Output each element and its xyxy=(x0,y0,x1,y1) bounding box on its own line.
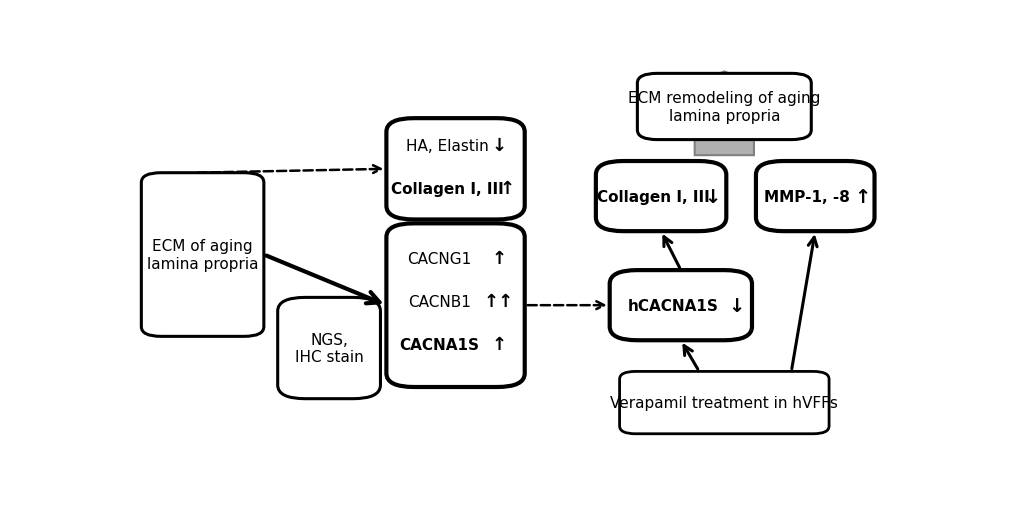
Text: ↑: ↑ xyxy=(499,180,514,198)
Text: Verapamil treatment in hVFFs: Verapamil treatment in hVFFs xyxy=(609,395,838,410)
FancyBboxPatch shape xyxy=(277,298,380,399)
FancyBboxPatch shape xyxy=(637,74,810,140)
Text: ↑: ↑ xyxy=(491,250,506,268)
Text: ECM remodeling of aging
lamina propria: ECM remodeling of aging lamina propria xyxy=(628,91,819,123)
FancyBboxPatch shape xyxy=(755,162,873,232)
Text: MMP-1, -8: MMP-1, -8 xyxy=(763,189,850,204)
Text: ↑: ↑ xyxy=(491,335,506,353)
Text: ↓: ↓ xyxy=(491,137,506,155)
Text: hCACNA1S: hCACNA1S xyxy=(627,298,717,313)
FancyBboxPatch shape xyxy=(609,271,751,340)
Text: ↓: ↓ xyxy=(703,187,720,206)
Text: NGS,
IHC stain: NGS, IHC stain xyxy=(294,332,363,365)
Text: Collagen I, III: Collagen I, III xyxy=(391,181,503,196)
Text: ↑↑: ↑↑ xyxy=(483,293,514,311)
Text: ↑: ↑ xyxy=(854,187,870,206)
Text: CACNG1: CACNG1 xyxy=(408,251,472,267)
FancyBboxPatch shape xyxy=(142,173,264,337)
Text: CACNB1: CACNB1 xyxy=(408,294,471,309)
FancyBboxPatch shape xyxy=(386,119,524,220)
Text: HA, Elastin: HA, Elastin xyxy=(406,139,488,154)
Text: ECM of aging
lamina propria: ECM of aging lamina propria xyxy=(147,239,258,271)
FancyBboxPatch shape xyxy=(595,162,726,232)
Text: ↓: ↓ xyxy=(728,296,744,315)
FancyBboxPatch shape xyxy=(386,224,524,387)
FancyBboxPatch shape xyxy=(619,372,828,434)
Text: Collagen I, III: Collagen I, III xyxy=(596,189,709,204)
Polygon shape xyxy=(673,72,775,156)
Text: CACNA1S: CACNA1S xyxy=(399,337,479,352)
